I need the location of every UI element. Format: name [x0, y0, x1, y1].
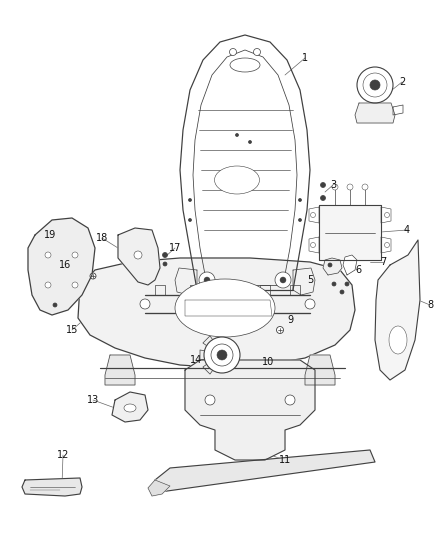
- Text: 9: 9: [287, 315, 293, 325]
- Text: 18: 18: [96, 233, 108, 243]
- Text: 1: 1: [302, 53, 308, 63]
- Text: 10: 10: [262, 357, 274, 367]
- Polygon shape: [293, 268, 315, 295]
- Polygon shape: [203, 364, 213, 374]
- Text: 14: 14: [190, 355, 202, 365]
- Polygon shape: [355, 103, 395, 123]
- Circle shape: [217, 350, 227, 360]
- Circle shape: [134, 251, 142, 259]
- Circle shape: [332, 282, 336, 286]
- Polygon shape: [375, 240, 420, 380]
- Circle shape: [248, 141, 251, 143]
- Circle shape: [311, 243, 315, 247]
- Text: 8: 8: [427, 300, 433, 310]
- Polygon shape: [323, 258, 342, 275]
- Circle shape: [332, 184, 338, 190]
- Circle shape: [347, 184, 353, 190]
- Circle shape: [72, 252, 78, 258]
- Circle shape: [328, 263, 332, 267]
- Circle shape: [53, 303, 57, 307]
- Circle shape: [362, 184, 368, 190]
- Circle shape: [204, 337, 240, 373]
- Circle shape: [162, 253, 167, 257]
- Circle shape: [254, 49, 261, 55]
- Circle shape: [321, 182, 325, 188]
- Text: 12: 12: [57, 450, 69, 460]
- Circle shape: [363, 73, 387, 97]
- Text: 7: 7: [380, 257, 386, 267]
- Text: 5: 5: [307, 275, 313, 285]
- Text: 15: 15: [66, 325, 78, 335]
- Ellipse shape: [175, 279, 275, 337]
- Circle shape: [357, 67, 393, 103]
- Circle shape: [299, 219, 301, 222]
- Text: 13: 13: [87, 395, 99, 405]
- Circle shape: [311, 213, 315, 217]
- Circle shape: [321, 196, 325, 200]
- Circle shape: [188, 219, 191, 222]
- Circle shape: [199, 272, 215, 288]
- Circle shape: [188, 198, 191, 201]
- Polygon shape: [185, 300, 272, 316]
- Ellipse shape: [124, 404, 136, 412]
- Circle shape: [163, 262, 167, 266]
- Circle shape: [385, 243, 389, 247]
- Ellipse shape: [389, 326, 407, 354]
- Polygon shape: [305, 355, 335, 385]
- Circle shape: [305, 299, 315, 309]
- Text: 2: 2: [399, 77, 405, 87]
- Text: 17: 17: [169, 243, 181, 253]
- Polygon shape: [118, 228, 160, 285]
- Text: 4: 4: [404, 225, 410, 235]
- Circle shape: [345, 282, 349, 286]
- Polygon shape: [203, 336, 213, 346]
- Circle shape: [285, 395, 295, 405]
- Circle shape: [340, 290, 344, 294]
- Circle shape: [90, 273, 96, 279]
- Circle shape: [230, 49, 237, 55]
- Polygon shape: [22, 478, 82, 496]
- Polygon shape: [200, 350, 206, 360]
- Ellipse shape: [215, 166, 259, 194]
- Circle shape: [299, 198, 301, 201]
- Polygon shape: [112, 392, 148, 422]
- Circle shape: [236, 133, 239, 136]
- Circle shape: [45, 252, 51, 258]
- Polygon shape: [175, 268, 197, 295]
- Ellipse shape: [230, 58, 260, 72]
- Circle shape: [205, 395, 215, 405]
- Circle shape: [140, 299, 150, 309]
- Text: 19: 19: [44, 230, 56, 240]
- Circle shape: [276, 327, 283, 334]
- Circle shape: [275, 272, 291, 288]
- Circle shape: [280, 277, 286, 283]
- Text: 16: 16: [59, 260, 71, 270]
- Polygon shape: [78, 258, 355, 368]
- Polygon shape: [105, 355, 135, 385]
- Polygon shape: [155, 450, 375, 492]
- Text: 6: 6: [355, 265, 361, 275]
- Circle shape: [45, 282, 51, 288]
- Circle shape: [204, 277, 210, 283]
- Polygon shape: [148, 480, 170, 496]
- Text: 11: 11: [279, 455, 291, 465]
- Text: 3: 3: [330, 180, 336, 190]
- Circle shape: [385, 213, 389, 217]
- Circle shape: [72, 282, 78, 288]
- Polygon shape: [319, 205, 381, 260]
- Circle shape: [211, 344, 233, 366]
- Polygon shape: [343, 255, 357, 275]
- Polygon shape: [185, 360, 315, 460]
- Polygon shape: [28, 218, 95, 315]
- Circle shape: [370, 80, 380, 90]
